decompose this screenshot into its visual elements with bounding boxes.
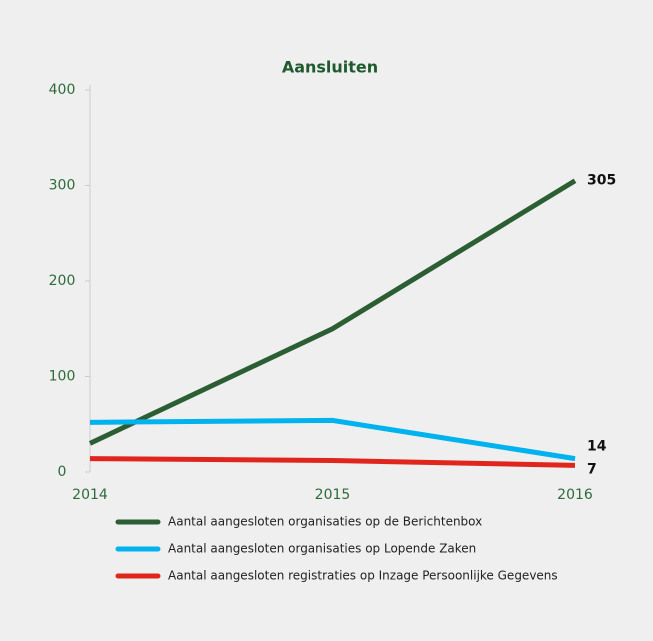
y-tick-label: 200	[49, 273, 76, 289]
legend-label: Aantal aangesloten organisaties op Lopen…	[168, 542, 476, 556]
y-tick-label: 400	[49, 82, 76, 98]
x-tick-label: 2015	[315, 487, 351, 503]
legend-label: Aantal aangesloten registraties op Inzag…	[168, 569, 558, 583]
series-line	[89, 456, 576, 468]
data-label: 7	[587, 461, 597, 477]
data-label: 14	[587, 439, 607, 455]
series-line	[88, 178, 577, 446]
y-tick-label: 0	[58, 464, 67, 480]
legend-label: Aantal aangesloten organisaties op de Be…	[168, 515, 482, 529]
y-tick-label: 100	[49, 369, 76, 385]
chart-title: Aansluiten	[282, 58, 378, 77]
background	[20, 20, 633, 620]
series-line	[89, 417, 576, 462]
data-label: 305	[587, 173, 616, 189]
y-tick-label: 300	[49, 178, 76, 194]
x-tick-label: 2014	[72, 487, 108, 503]
x-tick-label: 2016	[557, 487, 593, 503]
